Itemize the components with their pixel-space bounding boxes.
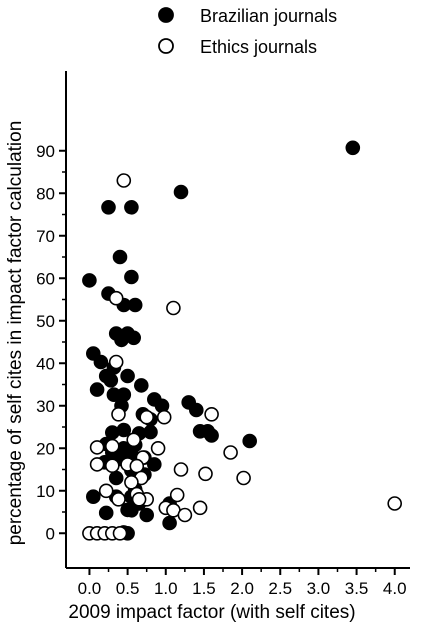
ethics-journal-point <box>150 440 166 456</box>
brazilian-journal-point <box>114 332 129 348</box>
brazilian-journal-point <box>139 507 154 523</box>
y-tick-label: 80 <box>36 184 55 203</box>
y-tick-label: 0 <box>46 524 55 543</box>
y-tick-label: 10 <box>36 482 55 501</box>
ethics-journal-point <box>169 487 185 503</box>
y-axis-title: percentage of self cites in impact facto… <box>5 121 26 546</box>
ethics-journal-point <box>177 507 193 523</box>
brazilian-journal-point <box>124 269 139 285</box>
y-tick-label: 30 <box>36 397 55 416</box>
brazilian-journal-point <box>120 368 135 384</box>
ethics-journal-point <box>387 496 403 511</box>
x-tick-label: 1.0 <box>154 579 178 598</box>
ethics-journal-point <box>111 406 126 422</box>
y-tick-label: 90 <box>36 142 55 161</box>
brazilian-journal-point <box>124 200 139 215</box>
ethics-journal-point <box>156 409 172 425</box>
brazilian-journal-point <box>162 515 177 531</box>
x-tick-label: 4.0 <box>383 579 407 598</box>
ethics-journal-point <box>236 470 251 486</box>
x-tick-label: 2.0 <box>230 579 254 598</box>
x-tick-label: 3.0 <box>307 579 331 598</box>
brazilian-journal-point <box>101 200 116 215</box>
brazilian-journal-point <box>93 354 109 370</box>
brazilian-journal-point <box>143 424 158 440</box>
brazilian-journal-point <box>127 297 143 313</box>
brazilian-journal-point <box>108 470 124 486</box>
ethics-journal-point <box>198 466 213 482</box>
ethics-journal-point <box>105 458 120 474</box>
x-tick-label: 0.5 <box>116 579 140 598</box>
legend-label: Brazilian journals <box>200 6 337 26</box>
ethics-journal-point <box>89 440 105 455</box>
brazilian-journal-point <box>82 273 97 288</box>
ethics-journal-point <box>108 290 124 306</box>
x-tick-label: 3.5 <box>345 579 369 598</box>
ethics-journal-point <box>166 300 181 316</box>
brazilian-journal-point <box>134 378 149 393</box>
ethics-journal-point <box>129 458 145 474</box>
x-tick-label: 1.5 <box>192 579 216 598</box>
ethics-journal-point <box>112 525 128 541</box>
brazilian-journal-point <box>126 330 141 346</box>
brazilian-journal-point <box>345 140 361 156</box>
brazilian-journal-point <box>147 457 162 472</box>
brazilian-journal-point <box>98 505 114 521</box>
brazilian-journal-point <box>86 489 101 505</box>
brazilian-journal-point <box>173 184 189 200</box>
ethics-journal-point <box>223 445 238 460</box>
ethics-journal-point <box>98 483 114 499</box>
brazilian-journal-point <box>189 402 204 418</box>
ethics-journal-point <box>111 491 126 507</box>
y-tick-label: 60 <box>36 269 55 288</box>
brazilian-journal-point <box>124 502 139 518</box>
y-tick-label: 20 <box>36 439 55 458</box>
brazilian-journal-point <box>204 428 219 443</box>
ethics-journal-point <box>108 354 124 370</box>
legend-marker <box>158 7 174 23</box>
legend: Brazilian journals Ethics journals <box>158 6 337 57</box>
x-tick-label: 0.0 <box>78 579 102 598</box>
legend-label: Ethics journals <box>200 37 317 57</box>
y-tick-label: 70 <box>36 227 55 246</box>
ethics-journal-point <box>204 406 219 422</box>
brazilian-journal-point <box>242 433 257 449</box>
ethics-journal-point <box>192 500 208 516</box>
legend-marker <box>158 38 174 54</box>
ethics-journal-point <box>126 432 141 448</box>
brazilian-journal-point <box>103 372 119 388</box>
x-axis-title: 2009 impact factor (with self cites) <box>68 602 355 623</box>
brazilian-journal-point <box>116 422 132 438</box>
ethics-journal-point <box>89 457 105 472</box>
x-tick-label: 2.5 <box>268 579 292 598</box>
y-tick-label: 40 <box>36 354 55 373</box>
brazilian-journal-point <box>89 382 105 397</box>
data-points <box>82 140 403 541</box>
ethics-journal-point <box>105 438 120 454</box>
axes: 0.0 0.5 1.0 1.5 2.0 2.5 3.0 3.5 4.0 0 10 20 30 40 50 60… <box>5 71 410 623</box>
ethics-journal-point <box>124 474 139 490</box>
ethics-journal-point <box>116 173 132 188</box>
brazilian-journal-point <box>112 249 128 265</box>
ethics-journal-point <box>173 462 189 477</box>
y-tick-label: 50 <box>36 312 55 331</box>
ethics-journal-point <box>139 409 154 425</box>
ethics-journal-point <box>131 491 147 507</box>
